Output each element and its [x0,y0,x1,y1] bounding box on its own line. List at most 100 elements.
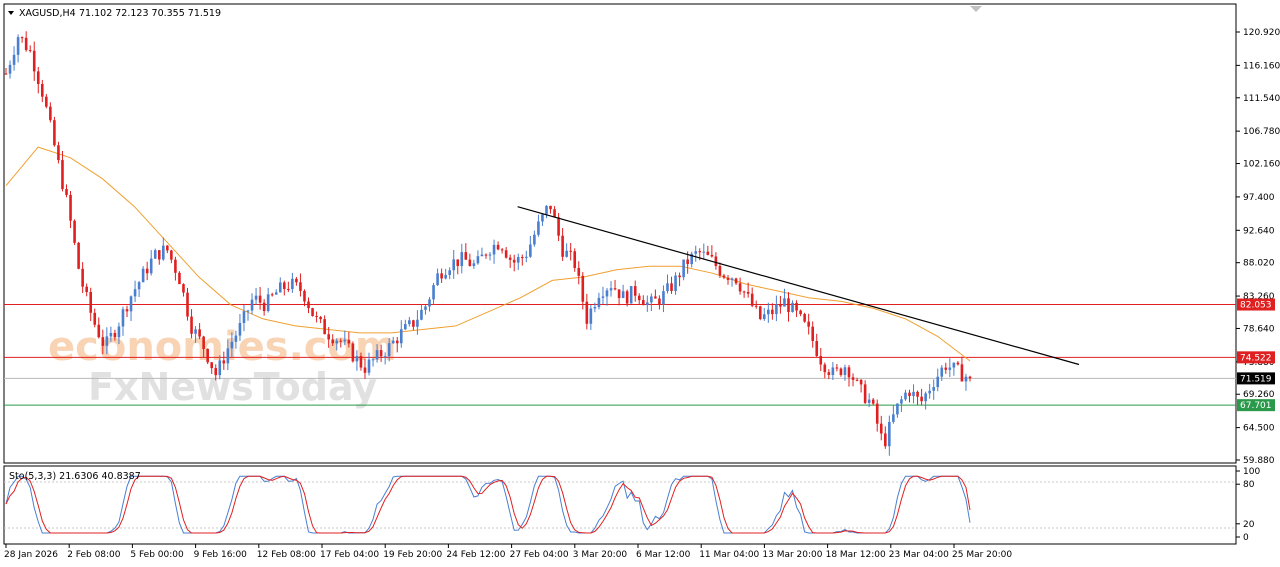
candle-bull [932,387,935,391]
level-badge-current [1237,372,1275,385]
price-tick-label: 116.160 [1243,61,1280,71]
candle-bull [597,297,601,308]
stoch-tick-label: 80 [1243,480,1255,490]
watermark-fxnewstoday: FxNewsToday [88,365,377,409]
candle-bear [500,249,504,251]
candle-bear [920,396,923,402]
candle-bear [641,300,645,306]
candle-bull [480,254,484,257]
candle-bear [89,292,93,313]
candle-bear [686,259,689,265]
candle-bull [662,291,665,305]
candle-bull [399,329,403,344]
candle-bear [69,194,72,221]
candle-bear [61,160,64,190]
price-tick-label: 102.160 [1243,160,1280,170]
price-tick-label: 69.260 [1243,390,1275,400]
candle-bear [815,341,819,356]
candle-bear [32,50,36,72]
candle-bull [383,356,387,358]
candle-bear [323,319,326,335]
candle-bull [904,392,907,400]
stochastic-axis: 100 80 20 0 [1236,467,1260,543]
candle-bear [182,284,185,293]
candle-bear [637,295,641,301]
time-tick-label: 28 Jan 2026 [4,550,58,560]
time-tick-label: 17 Feb 04:00 [320,550,379,560]
candle-bull [843,367,847,375]
candle-bull [335,340,339,344]
stoch-tick-label: 20 [1243,520,1255,530]
candle-bear [823,364,827,373]
candle-bear [577,267,581,276]
candle-bull [242,311,246,323]
candle-bull [12,54,16,65]
candle-bull [702,251,706,253]
candle-bear [859,379,863,385]
candle-bull [129,296,133,312]
candle-bear [303,290,306,302]
candle-bear [198,329,201,337]
candle-bull [892,414,895,422]
candle-bull [646,302,649,306]
symbol-dropdown-icon[interactable] [8,11,14,15]
candle-bull [105,336,109,346]
price-tick-label: 64.500 [1243,424,1275,434]
candle-bull [444,274,447,279]
candle-bear [504,250,508,258]
candle-bear [351,343,355,362]
candle-bear [714,256,718,266]
candle-bear [73,220,76,243]
candle-bear [440,273,443,279]
candle-bull [194,329,197,334]
time-tick-label: 5 Feb 00:00 [130,550,184,560]
candle-bear [65,189,68,195]
candle-bear [214,368,218,376]
descending-trendline[interactable] [517,206,1080,366]
moving-average-line [5,146,971,362]
candle-bear [327,334,330,340]
candle-bear [803,314,806,322]
candle-bear [508,257,512,260]
candle-bull [404,324,407,330]
candle-bull [137,282,141,290]
candle-bear [166,245,169,251]
collapse-arrow-icon[interactable] [970,6,982,12]
candle-bear [4,73,8,75]
candle-bull [416,319,419,327]
level-badge-resistance [1237,298,1275,311]
candle-bear [125,309,129,312]
candle-bear [145,268,149,274]
candle-bull [230,341,234,349]
candle-bear [569,250,572,252]
candle-bear [395,340,399,344]
candle-bear [771,309,774,315]
ohlc-readout: 71.102 72.123 70.355 71.519 [79,8,221,19]
candle-bear [617,289,621,299]
candle-bear [464,252,468,260]
candle-bear [520,257,524,259]
candle-bear [758,306,762,319]
candle-bear [871,399,875,404]
candle-bull [375,350,379,360]
candle-bear [956,362,960,365]
candle-bull [690,253,693,265]
candle-bull [537,221,540,235]
price-tick-label: 120.920 [1243,28,1280,38]
stochastic-signal-line [5,475,971,534]
candle-bull [896,403,899,415]
candle-bear [20,37,24,39]
candle-bear [561,235,564,257]
candle-bear [299,282,302,291]
price-tick-label: 59.880 [1243,456,1275,466]
candle-bull [460,252,464,267]
candle-bear [851,377,855,380]
candle-bull [149,258,153,274]
candle-bull [367,359,371,373]
candle-bear [202,336,205,349]
candle-bull [117,326,121,338]
candle-bull [266,294,270,312]
candle-bear [827,372,831,375]
candle-bear [339,340,343,342]
candle-bear [363,367,367,373]
